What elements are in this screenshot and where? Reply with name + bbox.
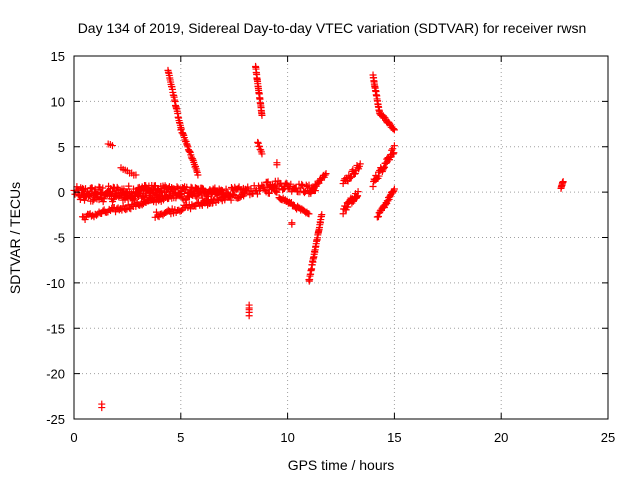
data-point	[99, 184, 107, 192]
data-point	[390, 126, 398, 134]
data-point	[122, 206, 130, 214]
y-tick-label: 0	[58, 185, 65, 200]
data-point	[106, 190, 114, 198]
y-axis-label: SDTVAR / TECUs	[7, 182, 23, 294]
data-point	[208, 199, 216, 207]
data-point	[318, 211, 326, 219]
data-point	[197, 191, 205, 199]
data-points	[70, 62, 567, 412]
data-point	[181, 196, 189, 204]
chart-title: Day 134 of 2019, Sidereal Day-to-day VTE…	[78, 20, 587, 36]
data-point	[81, 215, 89, 223]
data-point	[305, 210, 313, 218]
data-point	[347, 173, 355, 181]
data-point	[151, 182, 159, 190]
data-point	[164, 206, 172, 214]
data-point	[254, 139, 262, 147]
data-point	[194, 171, 202, 179]
data-point	[300, 189, 308, 197]
data-point	[390, 149, 398, 157]
y-tick-label: -5	[53, 231, 65, 246]
data-point	[98, 404, 106, 412]
data-point	[322, 170, 330, 178]
data-point	[217, 187, 225, 195]
data-point	[390, 125, 398, 133]
data-point	[85, 193, 93, 201]
y-tick-label: 15	[51, 49, 65, 64]
y-tick-label: 5	[58, 140, 65, 155]
data-point	[264, 178, 272, 186]
data-point	[245, 312, 253, 320]
data-point	[78, 189, 86, 197]
data-point	[140, 193, 148, 201]
data-point	[247, 185, 255, 193]
data-point	[253, 190, 261, 198]
data-point	[152, 208, 160, 216]
data-point	[192, 202, 200, 210]
data-point	[177, 207, 185, 215]
data-point	[354, 188, 362, 196]
x-tick-label: 10	[280, 430, 294, 445]
data-point	[349, 166, 357, 174]
data-point	[356, 160, 364, 168]
x-axis-label: GPS time / hours	[288, 457, 395, 473]
data-point	[236, 193, 244, 201]
data-point	[288, 219, 296, 227]
data-point	[125, 182, 133, 190]
data-point	[227, 196, 235, 204]
y-tick-label: 10	[51, 94, 65, 109]
data-point	[206, 186, 214, 194]
data-point	[258, 111, 266, 119]
data-point	[108, 142, 116, 150]
data-point	[100, 195, 108, 203]
data-point	[265, 189, 273, 197]
data-point	[88, 189, 96, 197]
y-tick-label: -15	[46, 321, 65, 336]
data-point	[298, 180, 306, 188]
data-point	[222, 185, 230, 193]
data-point	[256, 143, 264, 150]
data-point	[390, 142, 398, 150]
axis-ticks: 0 5 10 15 20 25 -25 -20 -15 -10 -5 0 5 10 15	[46, 49, 615, 445]
data-point	[241, 190, 249, 198]
data-point	[91, 185, 99, 193]
data-point	[287, 180, 295, 188]
x-tick-label: 20	[494, 430, 508, 445]
data-point	[166, 192, 174, 200]
data-point	[321, 171, 329, 179]
data-point	[559, 178, 567, 186]
x-tick-label: 25	[601, 430, 615, 445]
y-tick-label: -20	[46, 367, 65, 382]
data-point	[202, 187, 210, 195]
data-point	[273, 161, 281, 169]
data-point	[81, 196, 89, 204]
grid-lines	[74, 56, 608, 419]
x-tick-label: 0	[70, 430, 77, 445]
data-point	[254, 138, 262, 146]
y-tick-label: -10	[46, 276, 65, 291]
data-point	[258, 150, 266, 158]
data-point	[155, 186, 163, 194]
data-point	[132, 171, 140, 179]
x-tick-label: 15	[387, 430, 401, 445]
y-tick-label: -25	[46, 412, 65, 427]
data-point	[354, 164, 362, 172]
data-point	[390, 185, 398, 193]
x-tick-label: 5	[177, 430, 184, 445]
